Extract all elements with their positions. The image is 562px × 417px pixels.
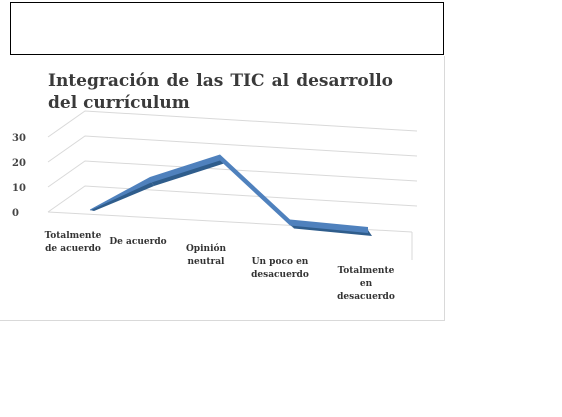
gridline <box>47 160 418 188</box>
x-category-label: De acuerdo <box>109 237 166 247</box>
y-tick-label: 20 <box>12 158 26 169</box>
chart-gridlines <box>47 110 418 260</box>
header-box <box>10 2 444 55</box>
chart-frame <box>0 56 445 321</box>
x-category-label: Totalmente en desacuerdo <box>337 266 395 302</box>
x-category-label: Totalmente de acuerdo <box>45 231 102 254</box>
line-segment-top <box>220 154 290 226</box>
line-segment-top <box>90 177 150 211</box>
y-tick-label: 30 <box>12 133 26 144</box>
gridline <box>47 135 418 163</box>
line-segment-top <box>290 219 368 233</box>
y-tick-label: 0 <box>12 208 19 219</box>
x-category-label: Opinión neutral <box>186 243 227 267</box>
gridline <box>47 185 418 213</box>
y-axis-ticks: 0 10 20 30 <box>12 133 26 219</box>
line-segment-top <box>150 154 220 183</box>
chart-title: Integración de las TIC al desarrollo del… <box>48 71 393 113</box>
gridline <box>47 110 418 138</box>
x-category-label: Un poco en desacuerdo <box>251 257 309 280</box>
x-axis-categories: Totalmente de acuerdo De acuerdo Opinión neu… <box>45 231 395 302</box>
series-line <box>89 154 372 236</box>
y-tick-label: 10 <box>12 183 26 194</box>
